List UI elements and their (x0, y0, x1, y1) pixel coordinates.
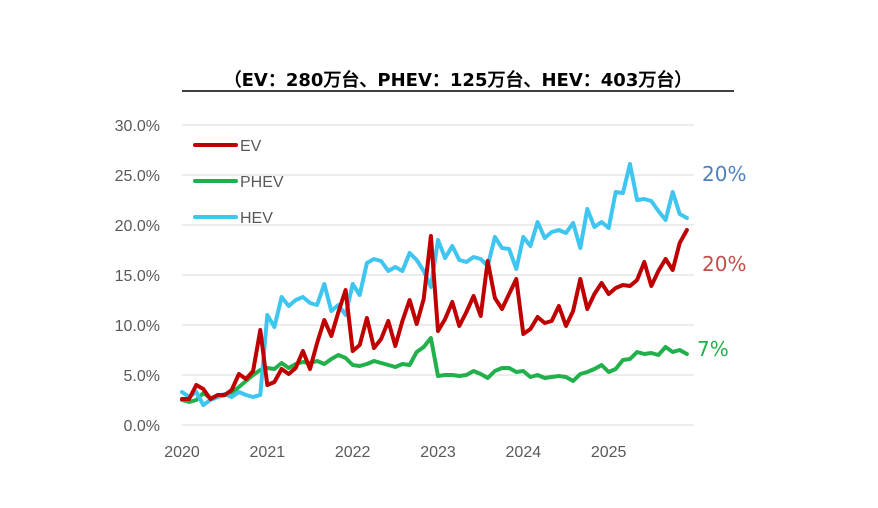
y-tick-label: 10.0% (115, 318, 160, 335)
legend: EV PHEV HEV (193, 138, 284, 227)
legend-label-phev: PHEV (240, 174, 284, 191)
series-line-ev (180, 228, 689, 401)
chart-title: （EV：280万台、PHEV：125万台、HEV：403万台） (224, 69, 693, 91)
legend-label-ev: EV (240, 138, 262, 155)
legend-label-hev: HEV (240, 210, 273, 227)
y-tick-label: 30.0% (115, 118, 160, 135)
x-tick-label: 2020 (164, 444, 200, 461)
y-tick-label: 20.0% (115, 218, 160, 235)
end-label-ev: 20% (702, 252, 746, 276)
x-tick-label: 2024 (506, 444, 542, 461)
y-axis-ticks: 0.0% 5.0% 10.0% 15.0% 20.0% 25.0% 30.0% (115, 118, 160, 435)
end-label-phev: 7% (697, 337, 729, 361)
series-end-labels: 20% 7% 20% (697, 162, 746, 361)
series-lines (180, 162, 689, 407)
x-tick-label: 2021 (250, 444, 286, 461)
x-tick-label: 2022 (335, 444, 371, 461)
y-tick-label: 0.0% (124, 418, 160, 435)
x-tick-label: 2023 (420, 444, 456, 461)
x-axis-ticks: 2020 2021 2022 2023 2024 2025 (164, 444, 626, 461)
y-tick-label: 5.0% (124, 368, 160, 385)
end-label-hev: 20% (702, 162, 746, 186)
gridlines (182, 124, 694, 426)
y-tick-label: 15.0% (115, 268, 160, 285)
x-tick-label: 2025 (591, 444, 627, 461)
y-tick-label: 25.0% (115, 168, 160, 185)
